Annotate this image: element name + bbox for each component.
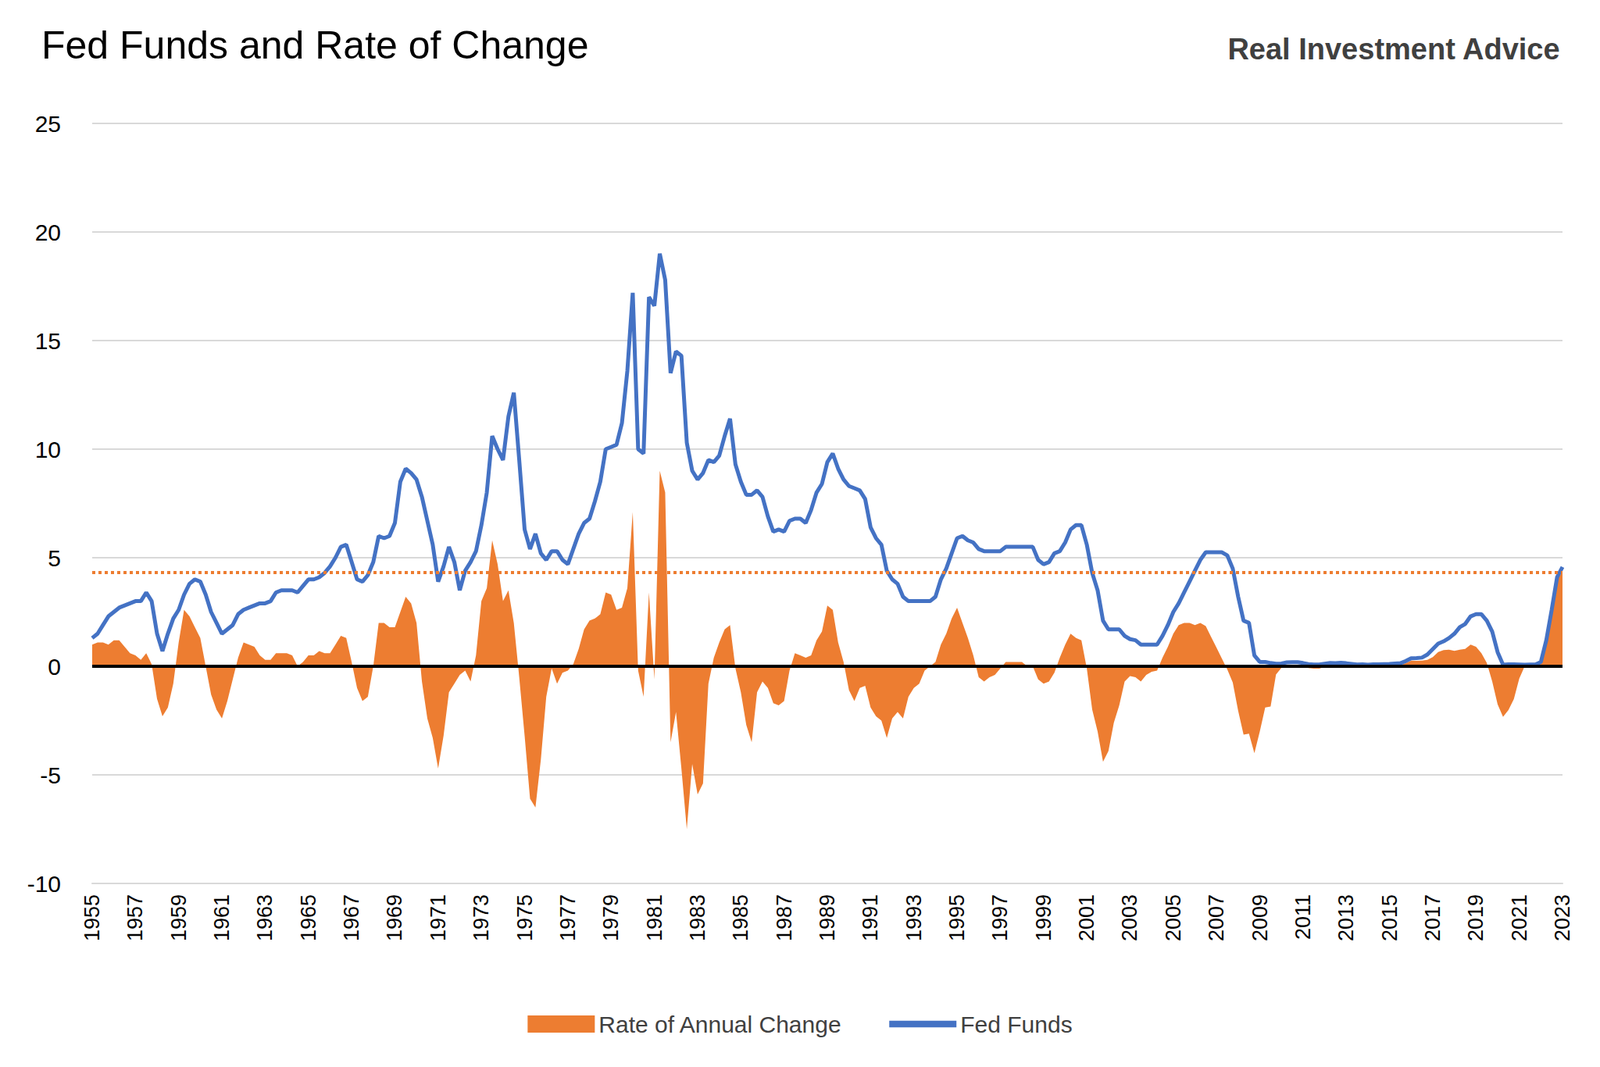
svg-text:1973: 1973 bbox=[469, 894, 493, 942]
svg-text:2023: 2023 bbox=[1550, 894, 1575, 942]
svg-text:1985: 1985 bbox=[728, 894, 753, 942]
svg-text:1997: 1997 bbox=[988, 894, 1012, 942]
svg-text:1967: 1967 bbox=[339, 894, 364, 942]
svg-text:1975: 1975 bbox=[513, 894, 537, 942]
svg-text:1991: 1991 bbox=[858, 894, 883, 942]
svg-text:1971: 1971 bbox=[426, 894, 450, 942]
svg-text:1999: 1999 bbox=[1032, 894, 1056, 942]
svg-text:1979: 1979 bbox=[599, 894, 623, 942]
svg-text:2007: 2007 bbox=[1204, 894, 1229, 942]
svg-text:1981: 1981 bbox=[642, 894, 667, 942]
svg-text:10: 10 bbox=[35, 436, 61, 463]
svg-text:1963: 1963 bbox=[253, 894, 277, 942]
svg-text:Fed Funds: Fed Funds bbox=[960, 1011, 1072, 1038]
svg-text:2021: 2021 bbox=[1507, 894, 1532, 942]
svg-text:1995: 1995 bbox=[945, 894, 969, 942]
svg-text:Fed Funds and Rate of Change: Fed Funds and Rate of Change bbox=[41, 23, 589, 68]
svg-text:1993: 1993 bbox=[902, 894, 926, 942]
svg-text:2017: 2017 bbox=[1421, 894, 1445, 942]
svg-text:2015: 2015 bbox=[1378, 894, 1402, 942]
svg-text:2003: 2003 bbox=[1117, 894, 1142, 942]
svg-text:-5: -5 bbox=[39, 762, 61, 789]
svg-text:20: 20 bbox=[35, 219, 61, 246]
svg-text:25: 25 bbox=[35, 110, 61, 137]
svg-text:1977: 1977 bbox=[556, 894, 580, 942]
svg-text:2013: 2013 bbox=[1334, 894, 1358, 942]
svg-text:2019: 2019 bbox=[1464, 894, 1488, 942]
svg-text:2005: 2005 bbox=[1161, 894, 1186, 942]
svg-text:1955: 1955 bbox=[80, 894, 104, 942]
svg-text:1969: 1969 bbox=[382, 894, 407, 942]
svg-text:1961: 1961 bbox=[210, 894, 234, 942]
svg-text:1987: 1987 bbox=[772, 894, 797, 942]
svg-text:1983: 1983 bbox=[685, 894, 710, 942]
svg-text:0: 0 bbox=[47, 653, 61, 680]
svg-text:-10: -10 bbox=[27, 871, 61, 897]
svg-text:5: 5 bbox=[47, 545, 61, 572]
svg-text:2011: 2011 bbox=[1291, 894, 1315, 940]
svg-text:1959: 1959 bbox=[167, 894, 191, 942]
svg-text:Rate of Annual Change: Rate of Annual Change bbox=[598, 1011, 841, 1038]
svg-text:1957: 1957 bbox=[123, 894, 147, 942]
svg-text:Real Investment Advice: Real Investment Advice bbox=[1227, 32, 1560, 66]
svg-text:1989: 1989 bbox=[815, 894, 840, 942]
svg-text:1965: 1965 bbox=[296, 894, 321, 942]
svg-text:2001: 2001 bbox=[1075, 894, 1099, 942]
svg-text:15: 15 bbox=[35, 328, 61, 354]
svg-text:2009: 2009 bbox=[1248, 894, 1272, 942]
